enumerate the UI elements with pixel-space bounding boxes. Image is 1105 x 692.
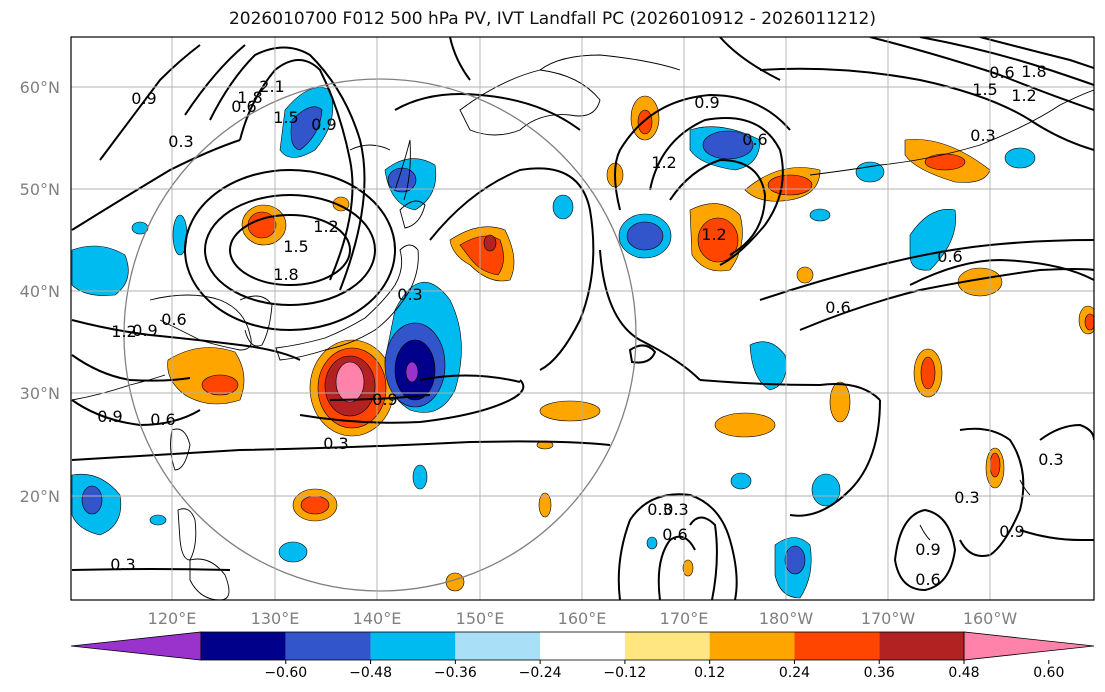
colorbar-tick-label: −0.48 [349,665,392,681]
contour-label: 0.9 [372,390,397,409]
colorbar [70,631,1095,661]
colorbar-bin [540,632,625,660]
contour-label: 0.6 [937,247,962,266]
colorbar-tick-label: 0.36 [864,665,895,681]
contour-label: 0.9 [915,540,940,559]
contour-label: 0.9 [132,321,157,340]
colorbar-extend-high [963,631,1095,661]
contour-label: 0.3 [1038,450,1063,469]
contour-label: 0.9 [311,115,336,134]
lon-tick-label: 170°W [861,609,916,628]
colorbar-extend-low [70,631,202,661]
lon-tick-label: 160°W [963,609,1018,628]
lon-tick-label: 160°E [558,609,607,628]
contour-label: 0.3 [323,434,348,453]
lat-tick-label: 40°N [20,282,60,301]
contour-label: 0.9 [97,407,122,426]
lon-tick-label: 180°W [759,609,814,628]
contour-label: 0.3 [397,285,422,304]
contour-label: 0.9 [131,89,156,108]
contour-labels: 2.11.81.5 0.90.30.9 0.61.21.51.80.60.91.20… [97,62,1063,589]
contour-label: 0.3 [168,132,193,151]
pv-contours [71,37,1094,600]
contour-label: 1.5 [283,237,308,256]
colorbar-bin [370,632,456,660]
lon-tick-label: 130°E [251,609,300,628]
colorbar-tick-label: 0.24 [779,665,810,681]
contour-label: 1.2 [651,153,676,172]
contour-label: 0.9 [694,93,719,112]
longitude-tick-labels: 120°E 130°E 140°E 150°E 160°E 170°E 180°W 170°W… [148,609,1018,628]
lat-tick-label: 60°N [20,78,60,97]
contour-label: 0.6 [662,525,687,544]
contour-label: 0.3 [954,488,979,507]
plot-frame [70,36,1095,601]
contour-label: 1.8 [273,265,298,284]
contour-label: 0.6 [150,410,175,429]
contour-label: 1.8 [237,88,262,107]
colorbar-bin [201,632,286,660]
colorbar-tick-label: 0.48 [948,665,979,681]
plot-area [71,37,1094,600]
latitude-tick-labels: 60°N 50°N 40°N 30°N 20°N [20,78,60,506]
lat-tick-label: 50°N [20,180,60,199]
contour-label: 0.6 [825,298,850,317]
lat-tick-label: 20°N [20,487,60,506]
contour-label: 1.5 [972,80,997,99]
contour-label: 1.5 [273,108,298,127]
contour-label: 1.2 [313,217,338,236]
contour-label: 0.6 [161,310,186,329]
map-title: 2026010700 F012 500 hPa PV, IVT Landfall… [228,9,876,29]
contour-label: 0.3 [647,500,672,519]
colorbar-tick-labels: −0.60 −0.48 −0.36 −0.24 −0.12 0.12 0.24 0.36 0.4… [264,660,1064,681]
contour-label: 0.6 [742,130,767,149]
contour-label: 0.3 [110,555,135,574]
pv-anomaly-fills [71,87,1094,599]
contour-label: 1.2 [1011,86,1036,105]
contour-label: 1.2 [111,322,136,341]
colorbar-bin [879,632,964,660]
colorbar-bin [455,632,541,660]
colorbar-tick-label: 0.12 [694,665,725,681]
colorbar-bin [709,632,795,660]
colorbar-tick-label: −0.12 [603,665,646,681]
contour-label: 1.2 [701,225,726,244]
contour-label: 0.6 [915,570,940,589]
lon-tick-label: 140°E [353,609,402,628]
landfall-region-circle [123,78,637,592]
colorbar-tick-label: −0.60 [264,665,307,681]
contour-label: 2.1 [259,77,284,96]
contour-label: 0.9 [999,522,1024,541]
colorbar-tick-label: −0.36 [434,665,477,681]
colorbar-bin [794,632,880,660]
lon-tick-label: 120°E [148,609,197,628]
lon-tick-label: 170°E [660,609,709,628]
lat-tick-label: 30°N [20,384,60,403]
contour-label: 0.6 [989,63,1014,82]
coastlines [71,54,1094,600]
colorbar-bin [285,632,371,660]
colorbar-tick-label: 0.60 [1033,665,1064,681]
colorbar-bin [624,632,710,660]
colorbar-tick-label: −0.24 [519,665,562,681]
contour-label: 0.3 [663,500,688,519]
contour-label: 1.8 [1021,62,1046,81]
contour-label: 0.3 [970,126,995,145]
gridlines [71,37,1094,600]
contour-label: 0.6 [231,97,256,116]
lon-tick-label: 150°E [456,609,505,628]
